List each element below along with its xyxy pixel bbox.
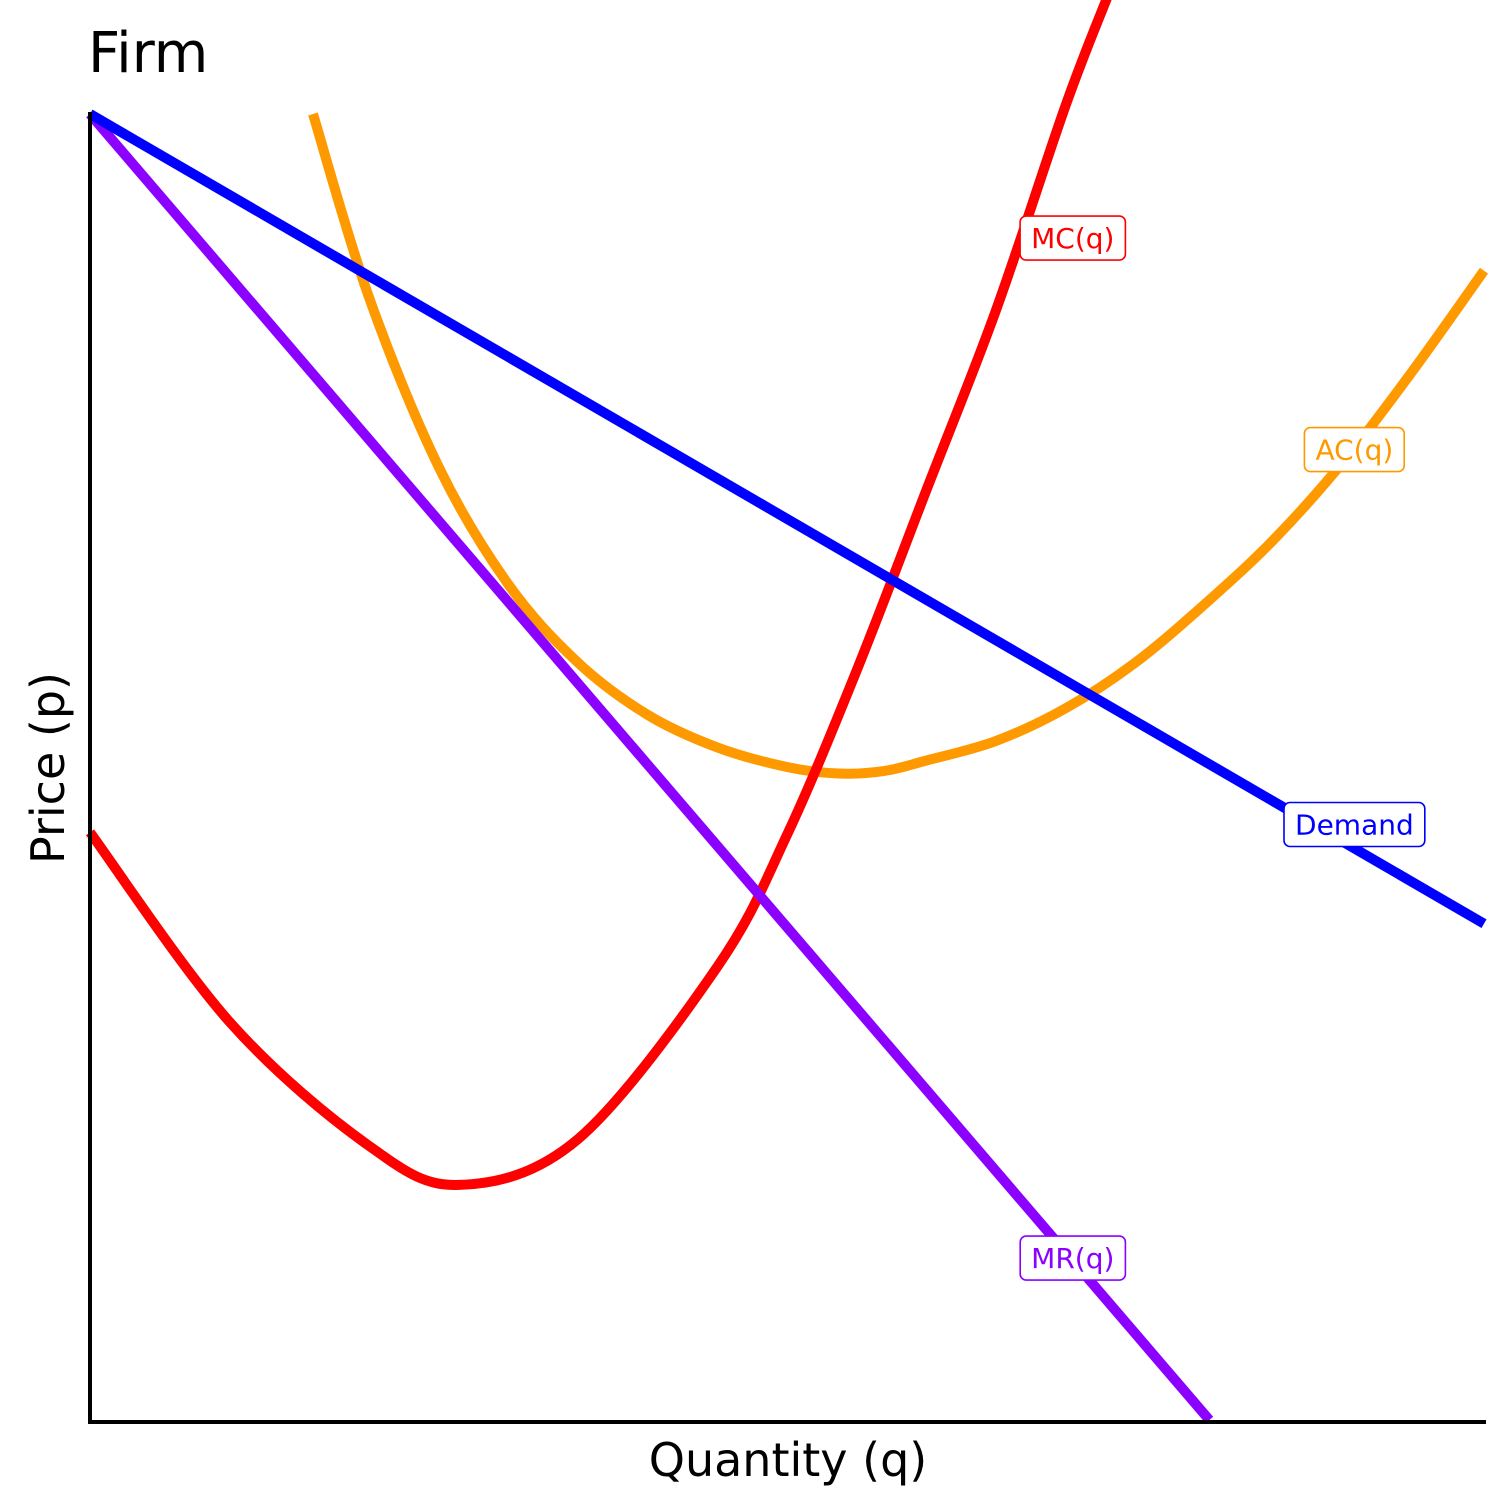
label-mc-q: MC(q) [1019,215,1127,261]
label-text: MC(q) [1031,222,1114,255]
label-box [1019,215,1127,261]
label-demand: Demand [1283,801,1426,848]
label-box [1283,801,1426,848]
series-ac-q-line [308,112,1489,779]
series-demand-line [87,109,1487,929]
label-box [1019,1235,1127,1281]
label-ac-q: AC(q) [1303,426,1406,473]
y-axis-label: Price (p) [21,672,75,864]
series-mr-q-line [86,110,1214,1424]
label-text: AC(q) [1315,434,1393,467]
label-text: MR(q) [1031,1242,1114,1275]
chart-title: Firm [88,21,208,86]
label-box [1303,426,1406,473]
annotations-layer: MC(q) AC(q) Demand MR(q) [1019,215,1426,1281]
x-axis-label: Quantity (q) [649,1433,928,1487]
series-mc-q-line [85,0,1112,1190]
label-text: Demand [1295,809,1414,842]
label-mr-q: MR(q) [1019,1235,1127,1281]
curves-layer [85,0,1489,1424]
